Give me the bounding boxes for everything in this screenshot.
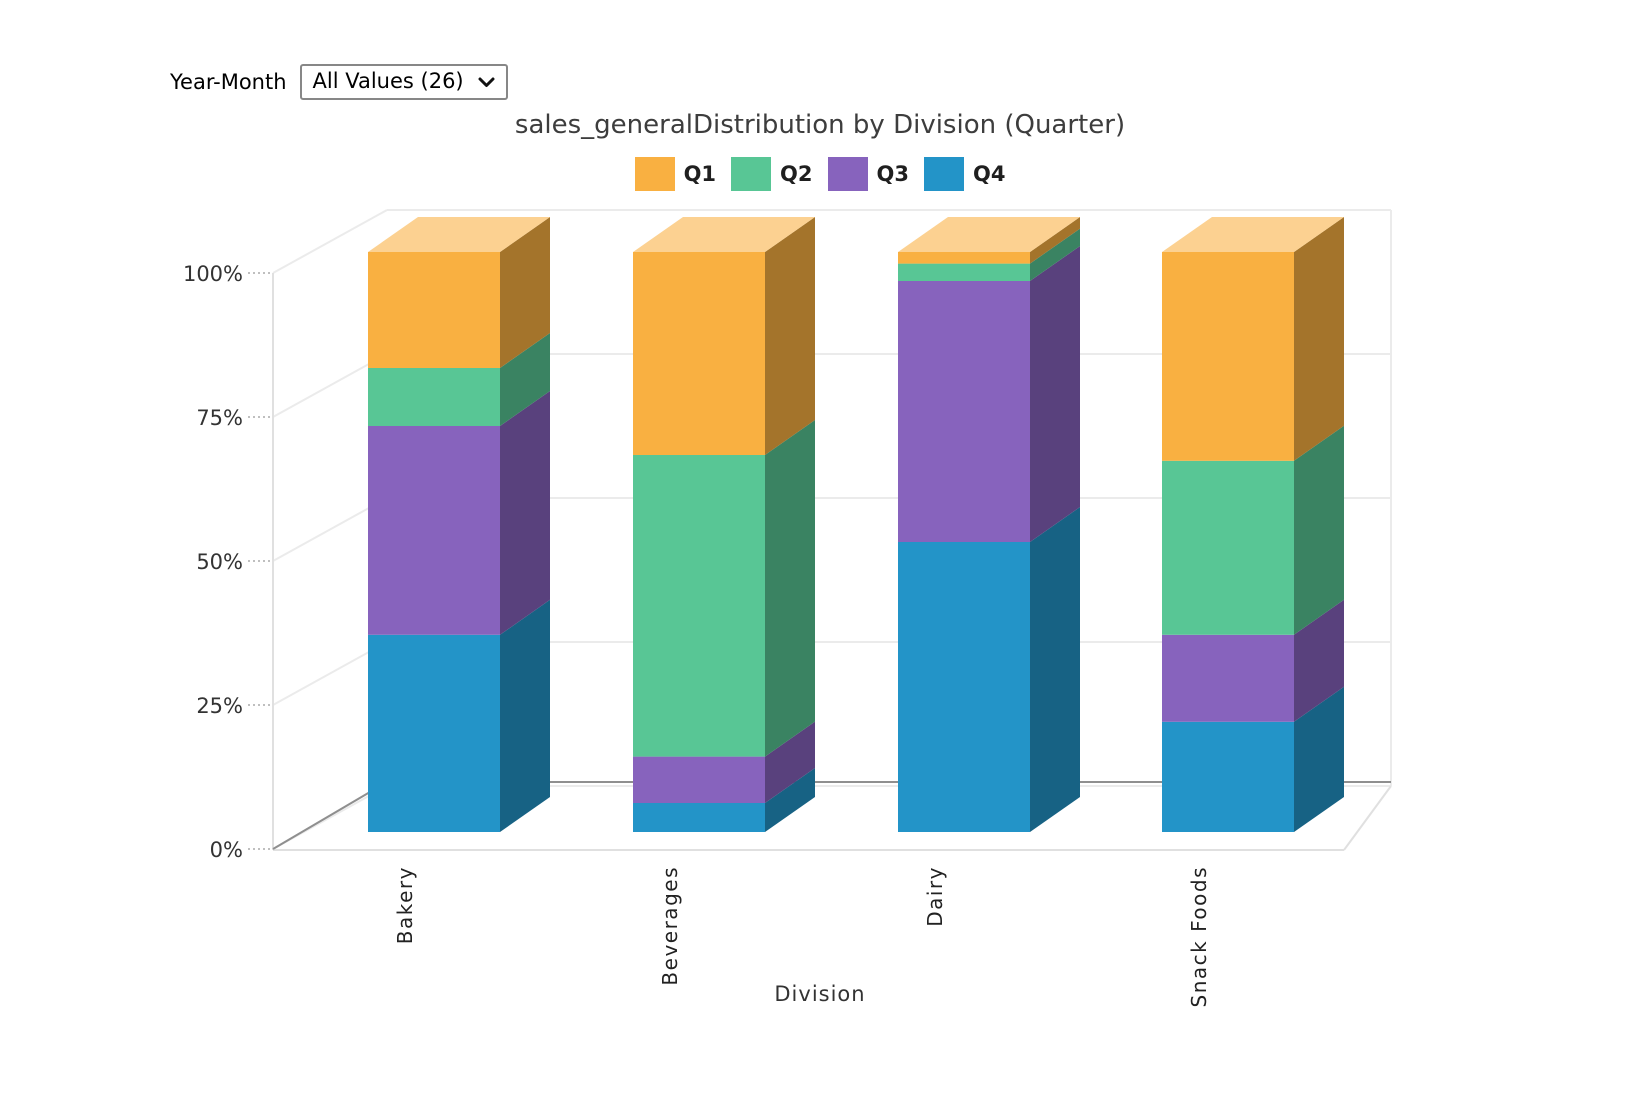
bar-segment-beverages-q1[interactable] bbox=[633, 252, 765, 455]
bar-side-bakery-q3[interactable] bbox=[500, 391, 550, 635]
bar-side-snack-foods-q2[interactable] bbox=[1294, 425, 1344, 635]
bar-segment-beverages-q4[interactable] bbox=[633, 803, 765, 832]
bar-segment-beverages-q2[interactable] bbox=[633, 455, 765, 757]
category-label: Bakery bbox=[393, 866, 417, 944]
bar-side-bakery-q1[interactable] bbox=[500, 217, 550, 368]
bar-segment-bakery-q1[interactable] bbox=[368, 252, 500, 368]
select-value: All Values (26) bbox=[312, 69, 464, 93]
category-label: Beverages bbox=[658, 866, 682, 986]
bar-segment-dairy-q1[interactable] bbox=[898, 252, 1030, 264]
chart-legend: Q1 Q2 Q3 Q4 bbox=[250, 154, 1390, 194]
y-tick-label: 100% bbox=[183, 262, 243, 286]
category-label: Snack Foods bbox=[1187, 866, 1211, 1007]
bar-segment-snack-foods-q2[interactable] bbox=[1162, 460, 1294, 635]
y-tick-label: 75% bbox=[196, 406, 243, 430]
bar-segment-bakery-q2[interactable] bbox=[368, 368, 500, 426]
legend-item-q1[interactable]: Q1 bbox=[634, 157, 717, 191]
bar-side-bakery-q4[interactable] bbox=[500, 599, 550, 832]
category-label: Dairy bbox=[923, 866, 947, 927]
bar-side-snack-foods-q1[interactable] bbox=[1294, 217, 1344, 461]
bar-side-snack-foods-q4[interactable] bbox=[1294, 686, 1344, 832]
y-tick-label: 50% bbox=[196, 550, 243, 574]
bar-segment-dairy-q4[interactable] bbox=[898, 542, 1030, 832]
legend-label: Q2 bbox=[780, 162, 813, 186]
bar-top-snack-foods[interactable] bbox=[1162, 217, 1344, 252]
year-month-select[interactable]: All Values (26) bbox=[299, 64, 508, 100]
legend-item-q3[interactable]: Q3 bbox=[827, 157, 909, 191]
bar-side-dairy-q2[interactable] bbox=[1030, 228, 1080, 281]
bar-segment-bakery-q4[interactable] bbox=[368, 634, 500, 832]
legend-label: Q3 bbox=[876, 162, 909, 186]
bar-side-dairy-q3[interactable] bbox=[1030, 246, 1080, 542]
bar-top-beverages[interactable] bbox=[633, 217, 815, 252]
bar-segment-dairy-q2[interactable] bbox=[898, 263, 1030, 281]
x-axis-title: Division bbox=[774, 982, 866, 1006]
bar-top-bakery[interactable] bbox=[368, 217, 550, 252]
bar-segment-snack-foods-q3[interactable] bbox=[1162, 634, 1294, 722]
y-tick-label: 0% bbox=[210, 838, 243, 862]
bar-side-snack-foods-q3[interactable] bbox=[1294, 599, 1344, 722]
bar-segment-snack-foods-q1[interactable] bbox=[1162, 252, 1294, 461]
legend-label: Q1 bbox=[683, 162, 717, 186]
legend-item-q2[interactable]: Q2 bbox=[731, 157, 813, 191]
bar-segment-bakery-q3[interactable] bbox=[368, 426, 500, 635]
bar-top-dairy[interactable] bbox=[898, 217, 1080, 252]
bar-side-beverages-q4[interactable] bbox=[765, 768, 815, 832]
y-tick-label: 25% bbox=[196, 694, 243, 718]
bar-side-dairy-q4[interactable] bbox=[1030, 507, 1080, 832]
legend-swatch bbox=[923, 157, 964, 191]
chevron-down-icon bbox=[478, 73, 495, 92]
bar-side-bakery-q2[interactable] bbox=[500, 333, 550, 426]
bar-segment-beverages-q3[interactable] bbox=[633, 756, 765, 803]
chart-title: sales_generalDistribution by Division (Q… bbox=[514, 110, 1126, 140]
bar-segment-dairy-q3[interactable] bbox=[898, 281, 1030, 542]
filter-label: Year-Month bbox=[170, 70, 287, 94]
legend-swatch bbox=[731, 157, 772, 191]
bar-segment-snack-foods-q4[interactable] bbox=[1162, 721, 1294, 832]
floor-right-edge bbox=[1343, 785, 1392, 851]
legend-swatch bbox=[827, 157, 868, 191]
legend-swatch bbox=[634, 157, 675, 191]
bar-side-dairy-q1[interactable] bbox=[1030, 217, 1080, 264]
legend-item-q4[interactable]: Q4 bbox=[923, 157, 1006, 191]
bar-side-beverages-q3[interactable] bbox=[765, 721, 815, 803]
grid-connector bbox=[272, 209, 388, 274]
legend-label: Q4 bbox=[972, 162, 1006, 186]
bar-side-beverages-q1[interactable] bbox=[765, 217, 815, 455]
filter-row: Year-Month All Values (26) bbox=[170, 64, 508, 100]
bar-side-beverages-q2[interactable] bbox=[765, 420, 815, 757]
